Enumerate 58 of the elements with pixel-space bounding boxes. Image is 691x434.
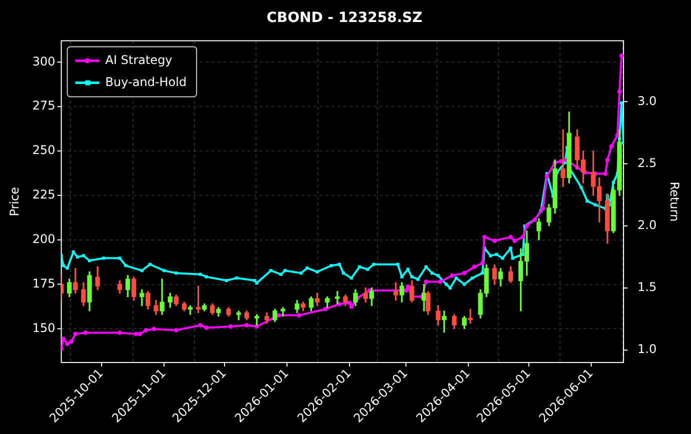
point xyxy=(438,280,442,284)
point xyxy=(424,280,428,284)
y2-tick-label: 3.0 xyxy=(638,94,657,108)
point xyxy=(540,206,546,211)
point xyxy=(347,300,352,306)
point xyxy=(276,313,282,318)
y2-axis-title: Return xyxy=(668,182,682,222)
point xyxy=(482,234,487,240)
point xyxy=(204,326,209,330)
point xyxy=(404,288,408,293)
point xyxy=(65,342,70,346)
y2-tick-label: 2.5 xyxy=(638,156,657,170)
y-tick-label: 250 xyxy=(32,143,56,158)
point xyxy=(61,336,66,342)
point xyxy=(296,313,302,318)
y-tick-label: 150 xyxy=(32,320,56,335)
point xyxy=(524,224,529,228)
point xyxy=(544,174,550,178)
point xyxy=(323,306,328,312)
chart-title: CBOND - 123258.SZ xyxy=(266,10,422,26)
point xyxy=(118,330,122,335)
point xyxy=(198,323,203,328)
point xyxy=(512,238,517,243)
legend-label: AI Strategy xyxy=(105,52,172,67)
point xyxy=(134,332,138,336)
point xyxy=(244,323,249,328)
y-tick-label: 175 xyxy=(32,276,56,290)
point xyxy=(228,324,233,329)
point xyxy=(492,238,497,243)
y-tick-label: 300 xyxy=(32,54,56,68)
point xyxy=(83,330,88,335)
point xyxy=(69,339,74,344)
point xyxy=(138,332,142,336)
y2-tick-label: 2.0 xyxy=(638,218,657,232)
point xyxy=(450,273,454,278)
y-tick-label: 200 xyxy=(32,232,56,246)
point xyxy=(152,326,156,332)
y2-tick-label: 1.0 xyxy=(638,342,657,356)
point xyxy=(337,302,342,306)
point xyxy=(617,90,622,94)
y2-tick-label: 1.5 xyxy=(638,280,657,294)
y-axis-title: Price xyxy=(7,187,22,216)
y-tick-label: 225 xyxy=(32,188,56,202)
point xyxy=(462,270,467,276)
y-tick-label: 275 xyxy=(32,98,56,113)
point xyxy=(603,172,608,176)
point xyxy=(480,260,485,266)
point xyxy=(73,332,78,336)
point xyxy=(349,304,354,309)
point xyxy=(619,54,624,58)
point xyxy=(605,158,610,162)
point xyxy=(508,234,513,240)
point xyxy=(174,328,178,332)
point xyxy=(144,328,148,332)
point xyxy=(472,264,477,270)
legend-label: Buy-and-Hold xyxy=(105,74,187,89)
point xyxy=(520,234,525,240)
point xyxy=(609,144,614,149)
